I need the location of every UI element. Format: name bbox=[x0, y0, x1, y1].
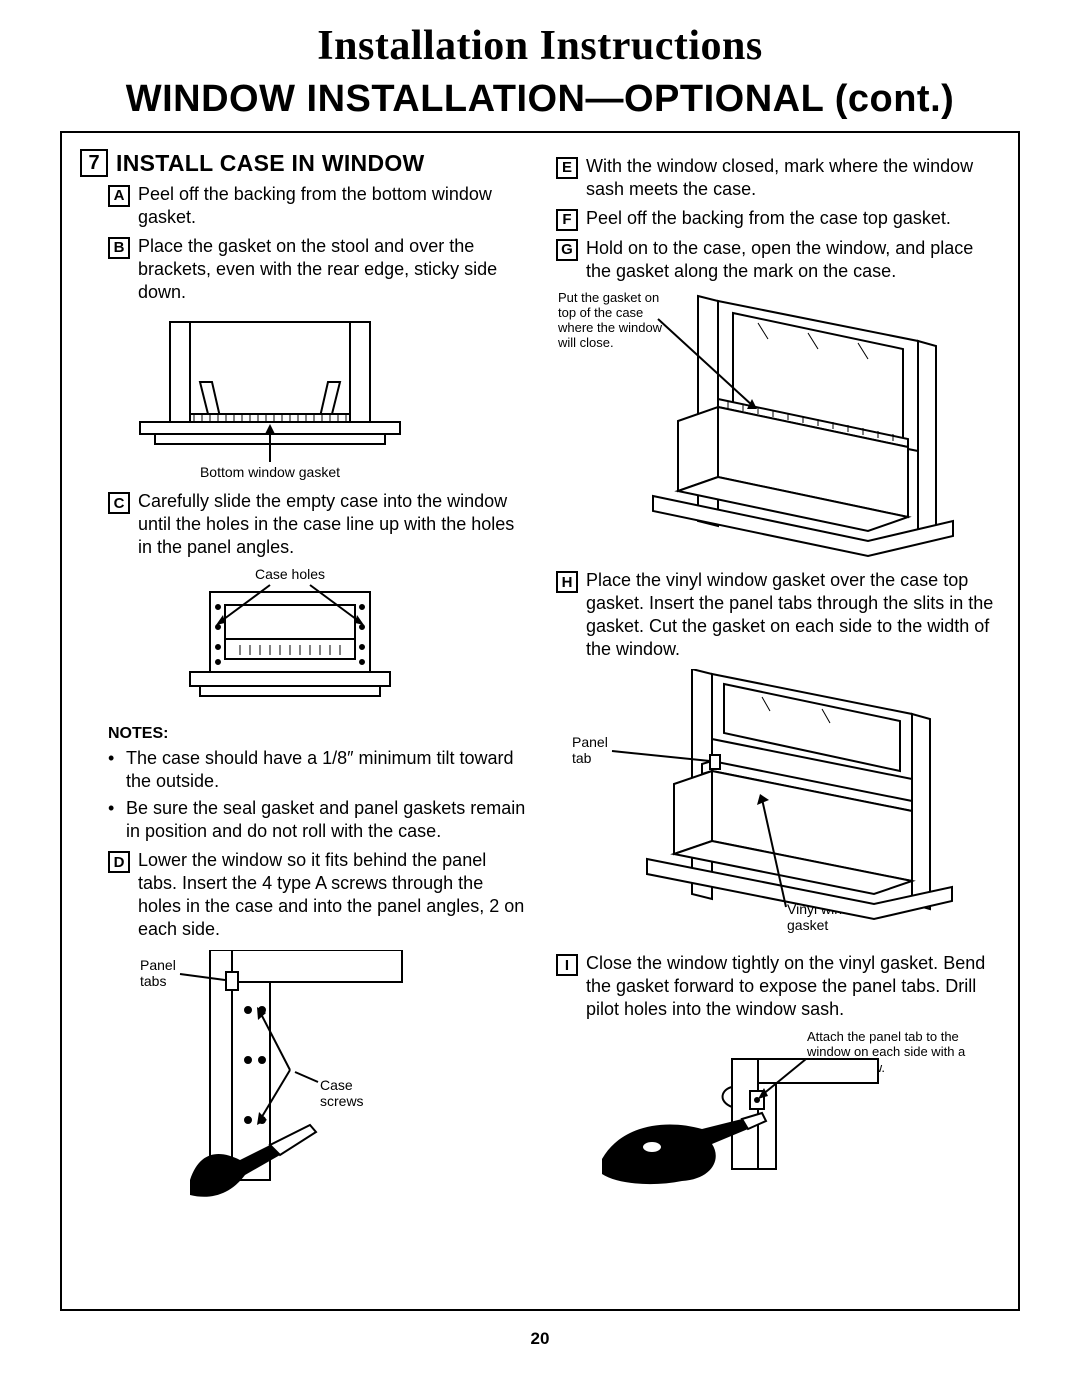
step-h-text: Place the vinyl window gasket over the c… bbox=[586, 569, 1000, 661]
step-e-text: With the window closed, mark where the w… bbox=[586, 155, 1000, 201]
step-c-text: Carefully slide the empty case into the … bbox=[138, 490, 528, 559]
sub-title: WINDOW INSTALLATION—OPTIONAL (cont.) bbox=[60, 78, 1020, 121]
step-b-text: Place the gasket on the stool and over t… bbox=[138, 235, 528, 304]
fig3-label1-l2: tabs bbox=[140, 973, 166, 989]
svg-text:tab: tab bbox=[572, 750, 592, 766]
letter-box-f: F bbox=[556, 209, 578, 231]
figure-gasket-on-case: Put the gasket on top of the case where … bbox=[558, 291, 1000, 561]
fig3-label2-l1: Case bbox=[320, 1077, 353, 1093]
step-i: I Close the window tightly on the vinyl … bbox=[556, 952, 1000, 1021]
fig3-label2-l2: screws bbox=[320, 1093, 364, 1109]
step-a-text: Peel off the backing from the bottom win… bbox=[138, 183, 528, 229]
figure-vinyl-gasket: Panel tab Vinyl window gasket bbox=[562, 669, 1000, 944]
step-g-text: Hold on to the case, open the window, an… bbox=[586, 237, 1000, 283]
step-number-box: 7 bbox=[80, 149, 108, 177]
figure-panel-tabs: Panel tabs Case screws bbox=[130, 950, 528, 1215]
step-d: D Lower the window so it fits behind the… bbox=[108, 849, 528, 941]
main-title: Installation Instructions bbox=[60, 22, 1020, 70]
two-columns: 7 INSTALL CASE IN WINDOW A Peel off the … bbox=[80, 149, 1000, 1223]
bullet-icon: • bbox=[108, 747, 118, 793]
svg-text:Panel: Panel bbox=[572, 734, 608, 750]
right-column: E With the window closed, mark where the… bbox=[552, 149, 1000, 1223]
letter-box-i: I bbox=[556, 954, 578, 976]
step-i-text: Close the window tightly on the vinyl ga… bbox=[586, 952, 1000, 1021]
section-header: 7 INSTALL CASE IN WINDOW bbox=[80, 149, 528, 177]
letter-box-b: B bbox=[108, 237, 130, 259]
fig3-label1-l1: Panel bbox=[140, 957, 176, 973]
svg-text:gasket: gasket bbox=[787, 917, 828, 933]
page-number: 20 bbox=[60, 1329, 1020, 1349]
svg-text:tabs: tabs bbox=[140, 973, 166, 989]
fig1-caption: Bottom window gasket bbox=[200, 464, 340, 480]
step-f-text: Peel off the backing from the case top g… bbox=[586, 207, 1000, 231]
step-d-text: Lower the window so it fits behind the p… bbox=[138, 849, 528, 941]
section-title: INSTALL CASE IN WINDOW bbox=[116, 150, 425, 177]
step-g: G Hold on to the case, open the window, … bbox=[556, 237, 1000, 283]
step-b: B Place the gasket on the stool and over… bbox=[108, 235, 528, 304]
letter-box-c: C bbox=[108, 492, 130, 514]
notes-heading: NOTES: bbox=[108, 725, 528, 743]
note-2: • Be sure the seal gasket and panel gask… bbox=[108, 797, 528, 843]
letter-box-g: G bbox=[556, 239, 578, 261]
step-a: A Peel off the backing from the bottom w… bbox=[108, 183, 528, 229]
letter-box-a: A bbox=[108, 185, 130, 207]
letter-box-h: H bbox=[556, 571, 578, 593]
note-1: • The case should have a 1/8″ minimum ti… bbox=[108, 747, 528, 793]
svg-text:screws: screws bbox=[320, 1093, 364, 1109]
bullet-icon: • bbox=[108, 797, 118, 843]
page: Installation Instructions WINDOW INSTALL… bbox=[0, 0, 1080, 1397]
note-2-text: Be sure the seal gasket and panel gasket… bbox=[126, 797, 528, 843]
figure-case-holes: Case holes bbox=[180, 567, 528, 707]
svg-text:Case: Case bbox=[320, 1077, 353, 1093]
fig2-caption: Case holes bbox=[255, 567, 325, 582]
note-1-text: The case should have a 1/8″ minimum tilt… bbox=[126, 747, 528, 793]
letter-box-d: D bbox=[108, 851, 130, 873]
step-e: E With the window closed, mark where the… bbox=[556, 155, 1000, 201]
content-frame: 7 INSTALL CASE IN WINDOW A Peel off the … bbox=[60, 131, 1020, 1311]
step-f: F Peel off the backing from the case top… bbox=[556, 207, 1000, 231]
figure-bottom-gasket: Bottom window gasket bbox=[120, 312, 528, 482]
left-column: 7 INSTALL CASE IN WINDOW A Peel off the … bbox=[80, 149, 528, 1223]
step-h: H Place the vinyl window gasket over the… bbox=[556, 569, 1000, 661]
step-c: C Carefully slide the empty case into th… bbox=[108, 490, 528, 559]
letter-box-e: E bbox=[556, 157, 578, 179]
svg-text:Panel: Panel bbox=[140, 957, 176, 973]
figure-drill-screw: Attach the panel tab to the window on ea… bbox=[572, 1029, 1000, 1194]
